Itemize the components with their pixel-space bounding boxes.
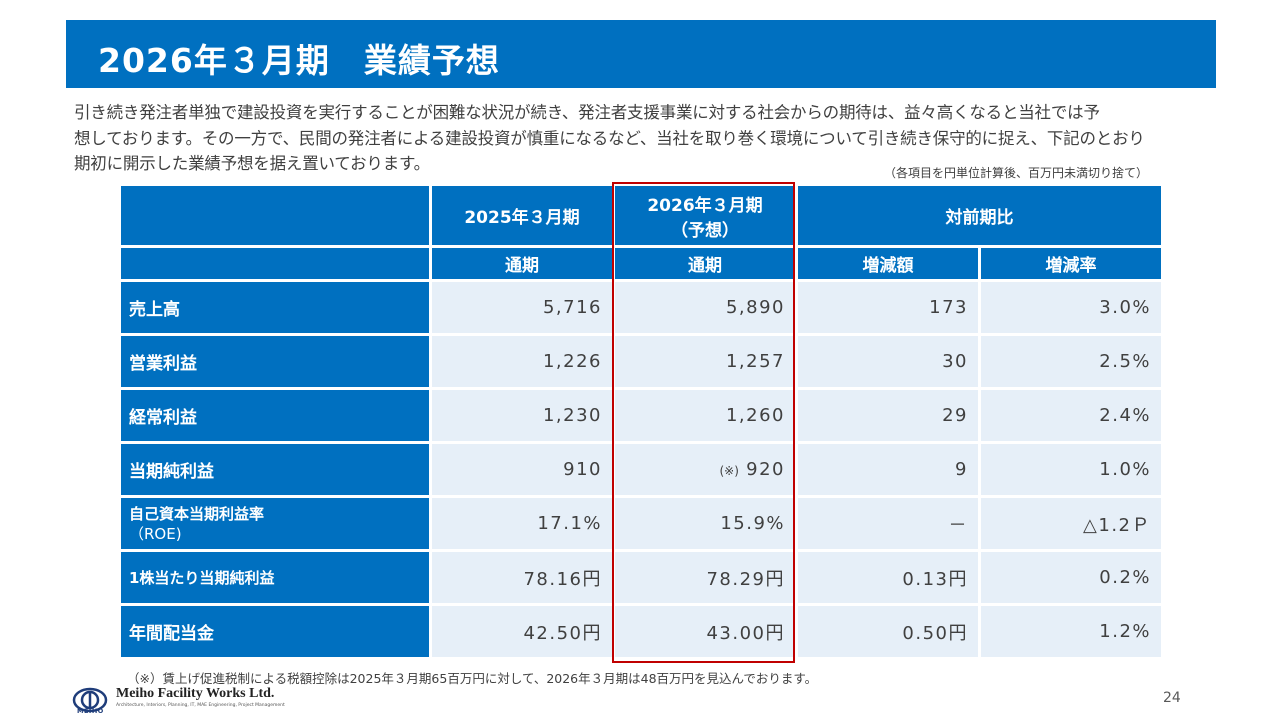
row-label-line2: （ROE) [129,524,182,543]
row-label: 当期純利益 [121,444,429,495]
intro-line: 想しております。その一方で、民間の発注者による建設投資が慎重になるなど、当社を取… [74,128,1145,148]
value-change: 29 [798,390,978,441]
subheader-full-year-2025: 通期 [432,248,612,279]
value-fy2026: 15.9% [615,498,795,549]
value-change: － [798,498,978,549]
value-change: 0.50円 [798,606,978,657]
value-rate: △1.2Ｐ [981,498,1161,549]
subheader-full-year-2026: 通期 [615,248,795,279]
row-label: 営業利益 [121,336,429,387]
header-fy2026-line2: （予想） [671,220,739,241]
header-fy2026: 2026年３月期 （予想） [615,186,795,245]
value-fy2026: 1,257 [615,336,795,387]
note-mark: (※) [719,464,739,478]
value-fy2026: 43.00円 [615,606,795,657]
header-fy2026-line1: 2026年３月期 [647,195,763,216]
value-fy2026: 1,260 [615,390,795,441]
row-label: 1株当たり当期純利益 [121,552,429,603]
value-rate: 1.0% [981,444,1161,495]
header-empty [121,186,429,245]
value-change: 173 [798,282,978,333]
value-rate: 0.2% [981,552,1161,603]
header-yoy: 対前期比 [798,186,1161,245]
page-title: 2026年３月期 業績予想 [98,41,500,80]
unit-note: （各項目を円単位計算後、百万円未満切り捨て） [884,166,1149,180]
value-fy2025: 5,716 [432,282,612,333]
value-rate: 2.5% [981,336,1161,387]
value-fy2025: 1,230 [432,390,612,441]
table-row-ordinary-profit: 経常利益 1,230 1,260 29 2.4% [121,390,1161,441]
footnote: （※）賃上げ促進税制による税額控除は2025年３月期65百万円に対して、2026… [127,671,818,686]
value-rate: 1.2% [981,606,1161,657]
table-row-eps: 1株当たり当期純利益 78.16円 78.29円 0.13円 0.2% [121,552,1161,603]
value-fy2026: 78.29円 [615,552,795,603]
table-row-operating-profit: 営業利益 1,226 1,257 30 2.5% [121,336,1161,387]
value-fy2026: (※) 920 [615,444,795,495]
row-label: 年間配当金 [121,606,429,657]
table-row-dividend: 年間配当金 42.50円 43.00円 0.50円 1.2% [121,606,1161,657]
intro-line: 引き続き発注者単独で建設投資を実行することが困難な状況が続き、発注者支援事業に対… [74,103,1100,122]
company-logo-icon [72,687,108,713]
value-rate: 3.0% [981,282,1161,333]
subheader-change-amount: 増減額 [798,248,978,279]
page-number: 24 [1163,690,1181,706]
value-fy2025: 1,226 [432,336,612,387]
subheader-change-rate: 増減率 [981,248,1161,279]
table-row-net-income: 当期純利益 910 (※) 920 9 1.0% [121,444,1161,495]
value-fy2025: 42.50円 [432,606,612,657]
intro-text: 引き続き発注者単独で建設投資を実行することが困難な状況が続き、発注者支援事業に対… [74,100,1224,177]
row-label: 売上高 [121,282,429,333]
forecast-table: 2025年３月期 2026年３月期 （予想） 対前期比 通期 通期 増減額 増減… [118,183,1164,660]
row-label-line1: 自己資本当期利益率 [129,504,265,523]
value-fy2026: 5,890 [615,282,795,333]
table-row-roe: 自己資本当期利益率 （ROE) 17.1% 15.9% － △1.2Ｐ [121,498,1161,549]
title-bar: 2026年３月期 業績予想 [66,20,1216,88]
subheader-empty [121,248,429,279]
company-tagline: Architecture, Interiors, Planning, IT, M… [116,703,285,708]
value-change: 30 [798,336,978,387]
value-fy2026-number: 920 [746,459,785,480]
value-fy2025: 78.16円 [432,552,612,603]
row-label: 自己資本当期利益率 （ROE) [121,498,429,549]
table-row-sales: 売上高 5,716 5,890 173 3.0% [121,282,1161,333]
value-fy2025: 17.1% [432,498,612,549]
logo-text: MEIHO [77,707,104,715]
header-fy2025: 2025年３月期 [432,186,612,245]
intro-line: 期初に開示した業績予想を据え置いております。 [74,154,430,173]
row-label: 経常利益 [121,390,429,441]
value-fy2025: 910 [432,444,612,495]
value-change: 0.13円 [798,552,978,603]
value-change: 9 [798,444,978,495]
value-rate: 2.4% [981,390,1161,441]
company-name: Meiho Facility Works Ltd. [116,686,275,701]
